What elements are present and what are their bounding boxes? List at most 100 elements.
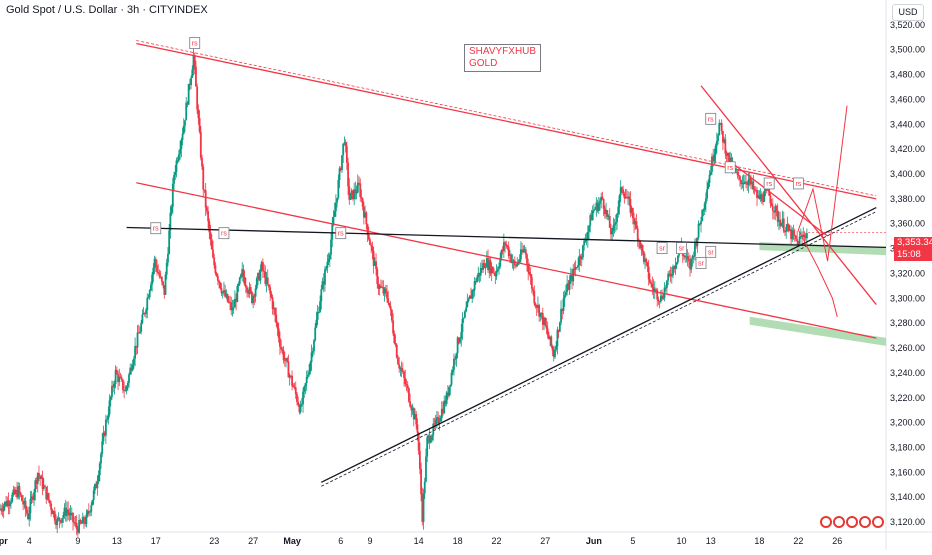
- candle-body: [174, 171, 177, 176]
- candle-body: [607, 215, 610, 217]
- candle-body: [18, 486, 21, 493]
- candle-body: [487, 258, 489, 271]
- bullish-projection: [797, 105, 848, 262]
- candle-body: [676, 255, 679, 263]
- candle-body: [333, 211, 336, 217]
- candle-body: [586, 231, 589, 240]
- candle-body: [646, 262, 649, 267]
- candle-body: [348, 186, 351, 200]
- logo-icon[interactable]: [820, 516, 832, 528]
- candle-body: [292, 385, 295, 388]
- candle-body: [579, 255, 582, 260]
- candle-body: [269, 287, 272, 294]
- candle-body: [740, 180, 743, 185]
- candle-body: [100, 453, 102, 464]
- candle-body: [549, 336, 551, 340]
- candle-body: [621, 187, 623, 190]
- candle-body: [399, 368, 402, 370]
- watermark-box: SHAVYFXHUB GOLD: [464, 44, 542, 72]
- falling-wedge-bottom-line: [729, 161, 828, 237]
- logo-icon[interactable]: [872, 516, 884, 528]
- candle-body: [353, 189, 356, 200]
- y-tick-label: 3,120.00: [890, 517, 925, 527]
- candle-body: [344, 142, 347, 147]
- candle-body: [775, 205, 778, 211]
- y-tick-label: 3,480.00: [890, 70, 925, 80]
- candle-body: [593, 209, 595, 211]
- candle-body: [468, 295, 471, 299]
- last-price-tag: 3,353.34 15:08: [894, 237, 932, 261]
- label-rs-box: [218, 227, 230, 240]
- candle-body: [451, 369, 454, 373]
- candle-body: [167, 253, 169, 263]
- candle-body: [652, 287, 655, 291]
- candle-body: [28, 513, 31, 520]
- candle-body: [406, 385, 409, 389]
- candle-body: [719, 122, 722, 124]
- candle-body: [230, 302, 233, 311]
- candle-body: [185, 102, 188, 121]
- candle-body: [320, 289, 323, 302]
- candle-body: [580, 257, 583, 260]
- candle-body: [40, 476, 43, 479]
- x-tick-label: 26: [832, 536, 842, 546]
- candle-body: [539, 312, 542, 317]
- candle-body: [540, 312, 543, 314]
- candle-body: [160, 276, 163, 282]
- y-tick-label: 3,420.00: [890, 144, 925, 154]
- candle-body: [156, 265, 158, 272]
- candle-body: [446, 392, 449, 396]
- candle-body: [701, 209, 704, 222]
- label-sr: sr: [708, 249, 715, 256]
- candle-body: [34, 480, 37, 493]
- candle-body: [651, 283, 654, 288]
- candle-body: [289, 375, 292, 377]
- candle-body: [242, 269, 245, 277]
- candle-body: [86, 511, 89, 515]
- candle-body: [233, 298, 236, 308]
- candle-body: [59, 520, 62, 523]
- candle-body: [780, 223, 783, 227]
- candle-body: [243, 276, 246, 285]
- logo-icon[interactable]: [859, 516, 871, 528]
- broker-logos[interactable]: [820, 515, 885, 533]
- currency-button[interactable]: USD: [892, 4, 924, 21]
- candle-body: [750, 177, 752, 185]
- logo-icon[interactable]: [833, 516, 845, 528]
- candle-body: [237, 283, 240, 287]
- candle-body: [372, 250, 375, 266]
- candle-body: [283, 359, 286, 361]
- candle-body: [29, 499, 32, 514]
- candle-body: [444, 400, 447, 404]
- candle-body: [524, 249, 527, 255]
- candle-body: [438, 421, 441, 424]
- candle-body: [556, 329, 559, 347]
- candle-body: [709, 171, 712, 175]
- candle-body: [574, 266, 577, 270]
- candle-body: [532, 288, 534, 291]
- candle-body: [11, 494, 14, 502]
- candle-body: [291, 375, 293, 386]
- candle-body: [642, 251, 645, 262]
- candle-body: [63, 507, 66, 516]
- candle-body: [383, 288, 386, 294]
- candle-body: [636, 228, 639, 241]
- candle-body: [746, 183, 749, 185]
- candle-body: [134, 345, 136, 359]
- candle-body: [472, 290, 475, 292]
- candle-body: [354, 189, 357, 193]
- label-rs-box: [724, 161, 736, 174]
- candle-body: [370, 244, 373, 247]
- candle-body: [509, 254, 511, 257]
- candle-body: [123, 390, 126, 392]
- candle-body: [2, 506, 5, 512]
- candle-body: [656, 289, 659, 300]
- candle-body: [92, 490, 95, 500]
- candle-body: [186, 102, 189, 105]
- candle-body: [44, 485, 46, 487]
- candle-body: [78, 519, 81, 533]
- candle-body: [229, 302, 231, 304]
- logo-icon[interactable]: [846, 516, 858, 528]
- candle-body: [707, 182, 710, 190]
